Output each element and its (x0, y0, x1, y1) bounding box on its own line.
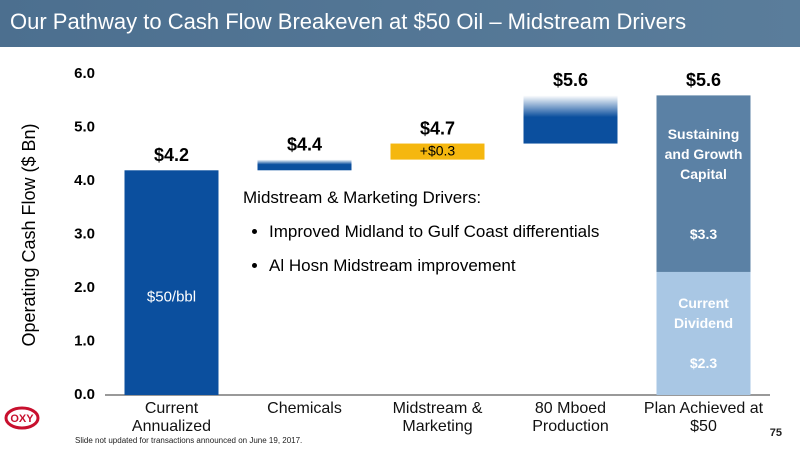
callout-list: Improved Midland to Gulf Coast different… (243, 222, 599, 276)
total-label: $5.6 (553, 70, 588, 90)
page-number: 75 (770, 427, 782, 439)
callout-heading: Midstream & Marketing Drivers: (243, 188, 482, 207)
total-label: $5.6 (686, 70, 721, 90)
x-tick-label-box: Midstream & Marketing (392, 400, 483, 435)
stack-segment (656, 95, 751, 272)
y-tick-label: 5.0 (74, 118, 95, 135)
x-tick-label: 80 Mboed Production (532, 400, 609, 435)
logo: OXY (4, 406, 40, 430)
logo-text: OXY (10, 413, 34, 425)
callout-bullet: Al Hosn Midstream improvement (269, 256, 599, 276)
bar (124, 170, 219, 395)
slide-title: Our Pathway to Cash Flow Breakeven at $5… (10, 9, 686, 34)
y-axis-label: Operating Cash Flow ($ Bn) (19, 123, 39, 346)
total-label: $4.2 (154, 145, 189, 165)
segment-name: Sustaining and Growth Capital (664, 125, 743, 182)
bar (257, 159, 352, 171)
segment-value-label-box: $3.3 (689, 225, 718, 242)
segment-value-label: $3.3 (689, 225, 718, 242)
x-tick-label-box: Current Annualized (131, 400, 212, 435)
x-tick-label: Midstream & Marketing (392, 400, 483, 435)
x-tick-label-box: 80 Mboed Production (532, 400, 609, 435)
stack-segment (656, 271, 751, 395)
footnote: Slide not updated for transactions annou… (75, 436, 302, 445)
x-tick-label-box: Plan Achieved at $50 (643, 400, 764, 435)
segment-value-label-box: $2.3 (689, 355, 718, 372)
segment-name-box: Current Dividend (673, 295, 734, 332)
y-tick-label: 6.0 (74, 65, 95, 82)
callout: Midstream & Marketing Drivers: Improved … (243, 188, 599, 290)
y-tick-label: 4.0 (74, 172, 95, 189)
title-bar (0, 0, 800, 47)
bar (390, 143, 485, 160)
x-tick-label-box: Chemicals (267, 400, 342, 417)
y-tick-label: 3.0 (74, 225, 95, 242)
segment-name-box: Sustaining and Growth Capital (664, 125, 743, 182)
y-tick-label: 0.0 (74, 386, 95, 403)
x-tick-label: Plan Achieved at $50 (643, 400, 764, 435)
segment-name: Current Dividend (673, 295, 734, 332)
x-tick-label: Current Annualized (131, 400, 212, 435)
total-label: $4.4 (287, 134, 322, 154)
y-tick-label: 2.0 (74, 279, 95, 296)
bar-value-label: +$0.3 (420, 142, 456, 158)
y-tick-label: 1.0 (74, 332, 95, 349)
callout-bullet: Improved Midland to Gulf Coast different… (269, 222, 599, 242)
x-tick-label: Chemicals (267, 400, 342, 417)
total-label: $4.7 (420, 118, 455, 138)
segment-value-label: $2.3 (689, 355, 718, 372)
bar (523, 95, 618, 144)
bar-annotation: $50/bbl (147, 289, 196, 306)
